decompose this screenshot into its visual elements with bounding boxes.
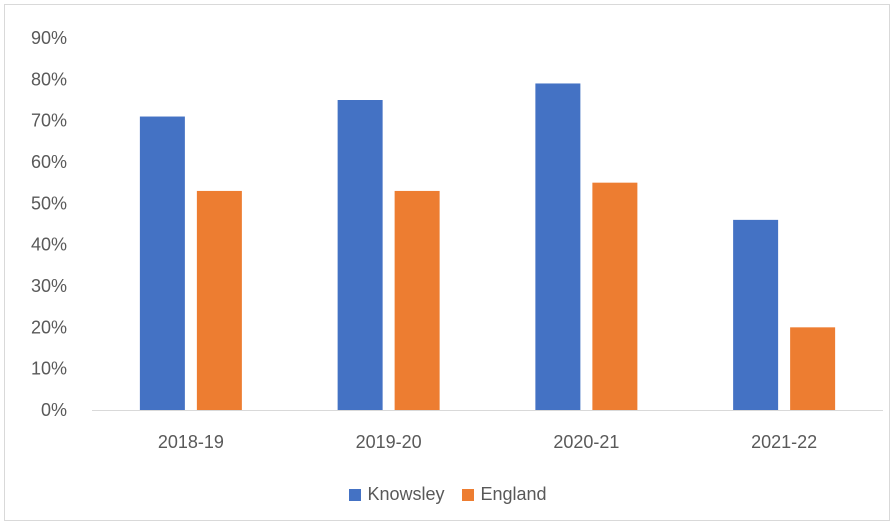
legend-item-england: England <box>462 484 547 505</box>
y-tick-label: 70% <box>31 111 67 131</box>
y-tick-label: 0% <box>41 400 67 420</box>
y-tick-label: 90% <box>31 28 67 48</box>
bar-england-2019-20 <box>394 190 440 410</box>
legend-swatch-england <box>462 488 475 501</box>
x-tick-label: 2020-21 <box>553 432 619 452</box>
y-tick-label: 50% <box>31 193 67 213</box>
x-tick-label: 2019-20 <box>356 432 422 452</box>
bar-knowsley-2018-19 <box>139 116 185 411</box>
bar-england-2020-21 <box>592 182 638 410</box>
x-tick-label: 2021-22 <box>751 432 817 452</box>
x-tick-label: 2018-19 <box>158 432 224 452</box>
bar-knowsley-2021-22 <box>733 219 779 410</box>
bar-knowsley-2019-20 <box>337 100 383 410</box>
legend-label-england: England <box>480 484 547 504</box>
bar-knowsley-2020-21 <box>535 83 581 410</box>
legend-label-knowsley: Knowsley <box>367 484 445 504</box>
y-tick-label: 30% <box>31 276 67 296</box>
legend-swatch-knowsley <box>349 488 362 501</box>
y-tick-label: 40% <box>31 235 67 255</box>
bar-england-2018-19 <box>196 190 242 410</box>
bar-england-2021-22 <box>790 327 836 410</box>
legend: Knowsley England <box>0 484 896 505</box>
y-tick-label: 10% <box>31 359 67 379</box>
y-tick-label: 20% <box>31 317 67 337</box>
y-tick-label: 80% <box>31 69 67 89</box>
y-tick-label: 60% <box>31 152 67 172</box>
legend-item-knowsley: Knowsley <box>349 484 444 505</box>
